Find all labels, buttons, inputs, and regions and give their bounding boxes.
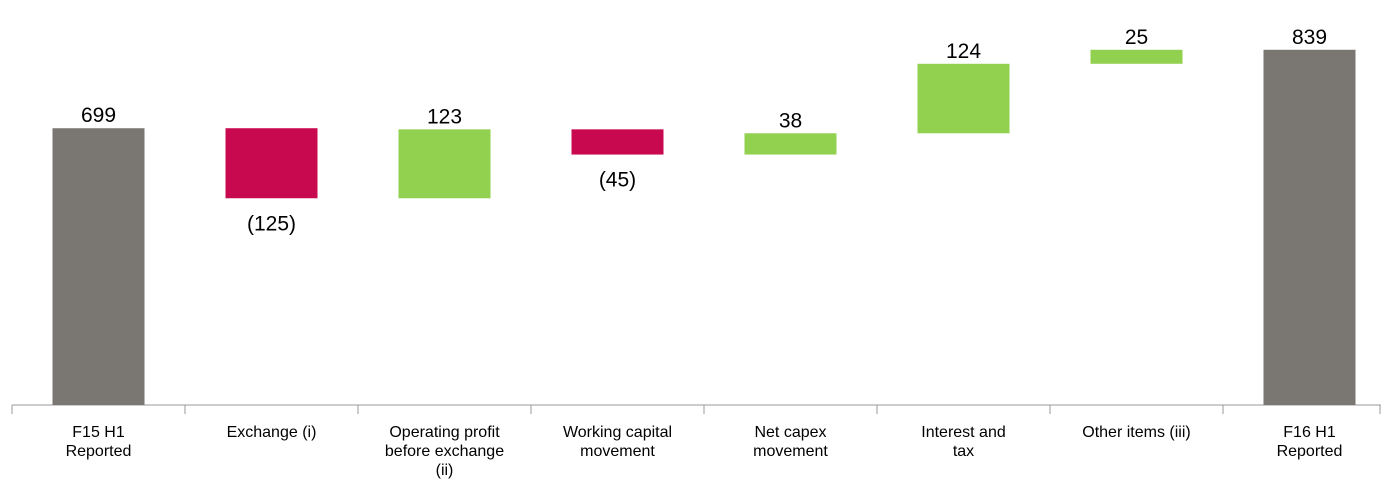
value-label: 124	[946, 40, 981, 63]
bar	[1263, 49, 1356, 405]
value-label: 123	[427, 105, 462, 128]
value-label: 839	[1292, 26, 1327, 49]
value-label: 25	[1125, 26, 1148, 49]
x-tick-label: Operating profit before exchange (ii)	[384, 424, 505, 479]
value-label: 699	[81, 104, 116, 127]
bar	[52, 128, 145, 406]
value-label: (45)	[599, 169, 636, 192]
bar	[225, 128, 318, 199]
bar	[398, 129, 491, 199]
x-tick-label: Other items (iii)	[1082, 424, 1191, 441]
x-tick-label: Net capex movement	[753, 424, 828, 460]
x-tick-label: Exchange (i)	[226, 424, 317, 441]
bar	[571, 129, 664, 155]
value-label: 38	[779, 109, 802, 132]
bar	[744, 133, 837, 155]
x-tick-label: F16 H1 Reported	[1276, 424, 1343, 460]
x-tick-label: Working capital movement	[562, 424, 673, 460]
x-tick-label: Interest and tax	[921, 424, 1006, 460]
bar	[1090, 49, 1183, 64]
bar	[917, 63, 1010, 134]
value-label: (125)	[247, 212, 296, 235]
x-tick-label: F15 H1 Reported	[65, 424, 132, 460]
